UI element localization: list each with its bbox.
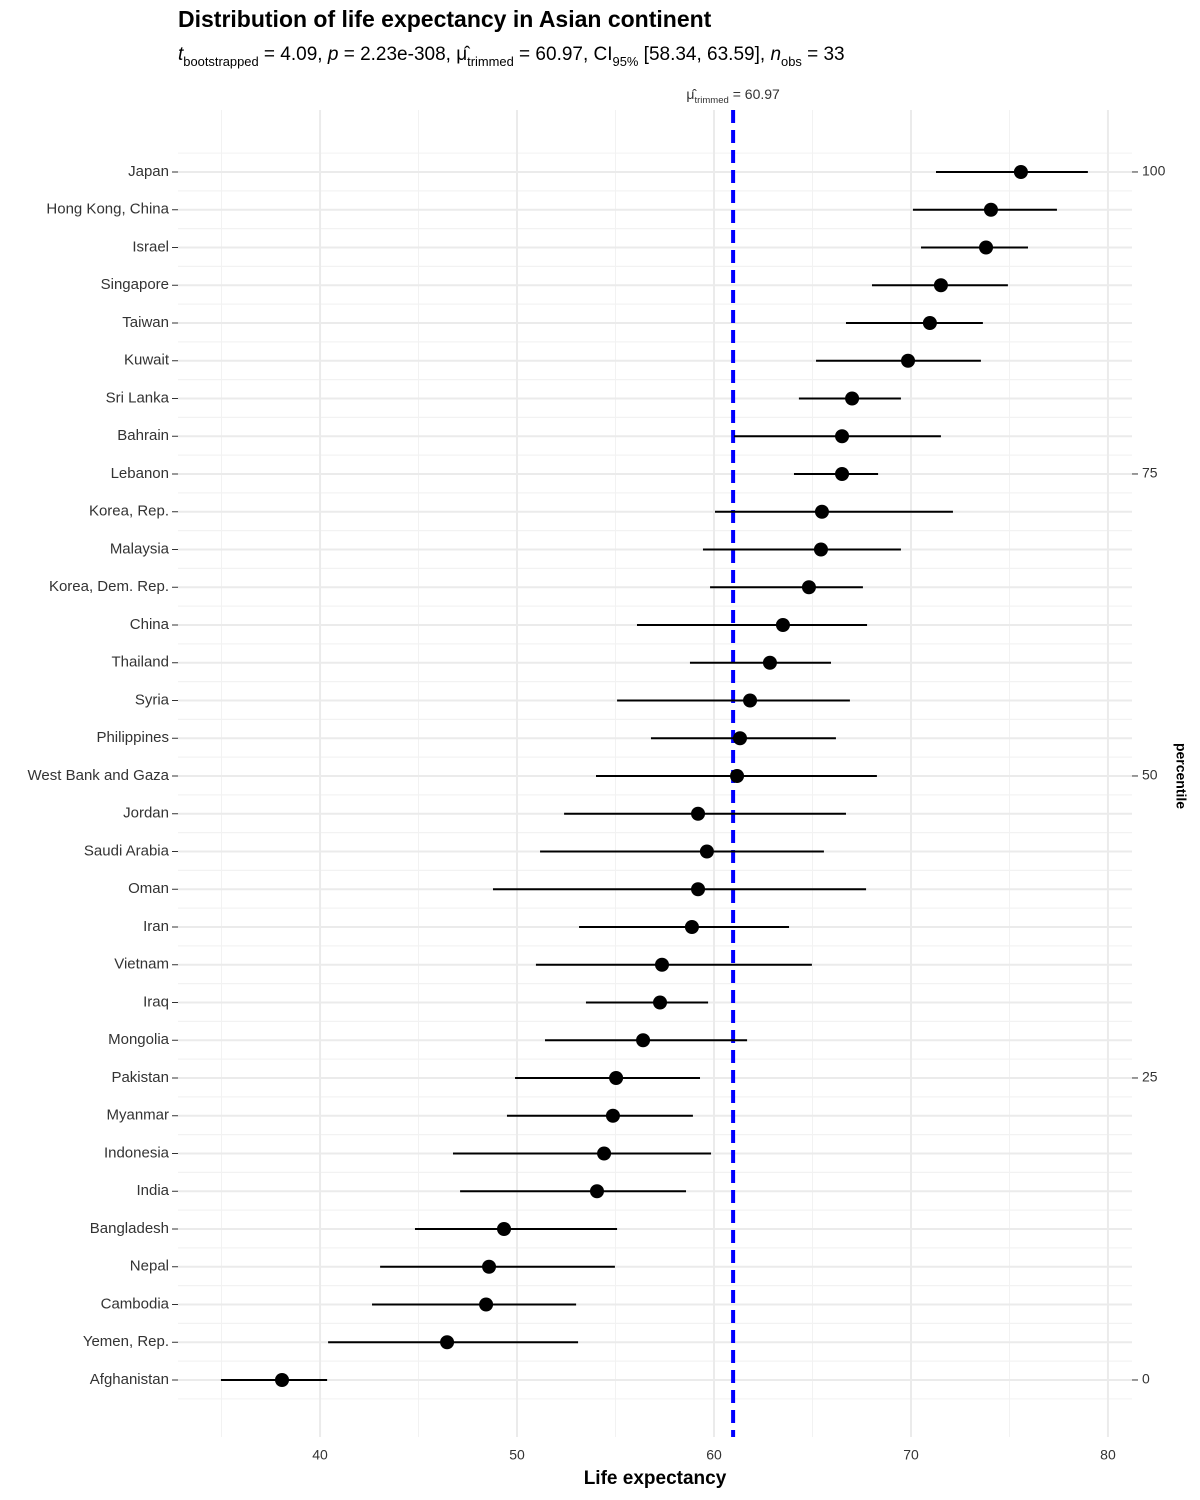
y-tick-label: Philippines: [96, 729, 169, 746]
y-tick-label: Bangladesh: [90, 1220, 169, 1237]
y-tick-label: Israel: [132, 238, 169, 255]
text-segment: = 2.23e-308,: [338, 44, 456, 65]
y-tick-label: Iran: [143, 918, 169, 935]
text-segment: [58.34, 63.59],: [638, 44, 770, 65]
x-tick-label: 60: [706, 1447, 722, 1463]
text-segment: trimmed: [467, 54, 514, 69]
y-tick-label: Syria: [135, 691, 170, 708]
y-tick-label: Singapore: [101, 276, 169, 293]
x-tick-label: 40: [312, 1447, 328, 1463]
y-tick-label: Bahrain: [117, 427, 169, 444]
point: [901, 353, 916, 368]
y-tick-label: Korea, Dem. Rep.: [49, 578, 169, 595]
y2-tick-label: 100: [1142, 163, 1166, 179]
text-segment: = 33: [802, 44, 845, 65]
point: [801, 580, 816, 595]
y2-axis-label: percentile: [1173, 743, 1189, 809]
point: [275, 1373, 290, 1387]
y-tick-label: Jordan: [123, 805, 169, 822]
y-tick-label: Thailand: [111, 654, 169, 671]
point: [922, 316, 937, 330]
point: [691, 806, 706, 821]
point: [654, 957, 669, 972]
y-tick-label: Hong Kong, China: [46, 201, 169, 218]
point: [775, 618, 790, 632]
point: [440, 1335, 455, 1350]
y-tick-label: India: [136, 1182, 169, 1199]
point: [814, 504, 829, 519]
point: [933, 278, 948, 293]
y-tick-label: Malaysia: [110, 540, 170, 557]
point: [597, 1146, 612, 1161]
point: [835, 467, 850, 481]
point: [691, 882, 706, 897]
y-tick-label: Afghanistan: [90, 1371, 169, 1388]
x-tick-label: 70: [903, 1447, 919, 1463]
y-tick-label: Pakistan: [111, 1069, 169, 1086]
text-segment: = 60.97, CI: [514, 44, 613, 65]
x-axis-label: Life expectancy: [584, 1468, 727, 1489]
y-tick-label: Cambodia: [101, 1295, 170, 1312]
point: [482, 1259, 497, 1274]
y-tick-label: Mongolia: [108, 1031, 170, 1048]
point: [983, 202, 998, 217]
text-segment: = 60.97: [729, 86, 780, 102]
text-segment: trimmed: [694, 95, 728, 106]
point: [1013, 165, 1028, 179]
point: [589, 1184, 604, 1199]
grid: [178, 110, 1132, 1437]
point: [497, 1222, 512, 1236]
text-segment: obs: [781, 54, 802, 69]
y2-tick-label: 0: [1142, 1371, 1150, 1387]
chart-subtitle: tbootstrapped = 4.09, p = 2.23e-308, μ̂t…: [178, 44, 845, 69]
point: [605, 1108, 620, 1123]
y-tick-label: Vietnam: [114, 956, 169, 973]
y-tick-label: Saudi Arabia: [84, 842, 170, 859]
point: [653, 995, 668, 1010]
y2-tick-label: 25: [1142, 1069, 1158, 1085]
point: [609, 1071, 624, 1085]
x-tick-label: 50: [509, 1447, 525, 1463]
chart-title: Distribution of life expectancy in Asian…: [178, 6, 712, 32]
y-tick-label: Japan: [128, 163, 169, 180]
y-tick-label: Taiwan: [122, 314, 169, 331]
point: [813, 542, 828, 557]
y2-tick-label: 50: [1142, 767, 1158, 783]
y-tick-label: West Bank and Gaza: [28, 767, 170, 784]
y-tick-label: Lebanon: [111, 465, 169, 482]
point: [979, 240, 994, 255]
point: [732, 731, 747, 746]
y-tick-label: Oman: [128, 880, 169, 897]
point: [762, 655, 777, 670]
text-segment: p: [327, 44, 339, 65]
point: [835, 429, 850, 444]
point: [636, 1033, 651, 1048]
y-tick-label: China: [130, 616, 170, 633]
point: [479, 1297, 494, 1312]
y-tick-label: Korea, Rep.: [89, 503, 169, 520]
x-tick-label: 80: [1100, 1447, 1116, 1463]
y-tick-label: Sri Lanka: [106, 389, 170, 406]
text-segment: 95%: [613, 54, 639, 69]
point: [684, 920, 699, 934]
y-tick-label: Iraq: [143, 993, 169, 1010]
text-segment: = 4.09,: [259, 44, 328, 65]
text-segment: n: [770, 44, 781, 65]
y-tick-label: Myanmar: [106, 1107, 169, 1124]
point: [743, 693, 758, 708]
text-segment: t: [178, 44, 184, 65]
y2-tick-label: 75: [1142, 465, 1158, 481]
text-segment: bootstrapped: [183, 54, 258, 69]
y-tick-label: Yemen, Rep.: [83, 1333, 169, 1350]
reference-label: μ̂trimmed = 60.97: [686, 86, 780, 106]
y-tick-label: Indonesia: [104, 1144, 170, 1161]
point: [845, 391, 860, 406]
y-tick-label: Kuwait: [124, 352, 170, 369]
y-tick-label: Nepal: [130, 1258, 169, 1275]
text-segment: μ̂: [686, 86, 697, 102]
point: [699, 844, 714, 859]
point: [730, 769, 745, 783]
